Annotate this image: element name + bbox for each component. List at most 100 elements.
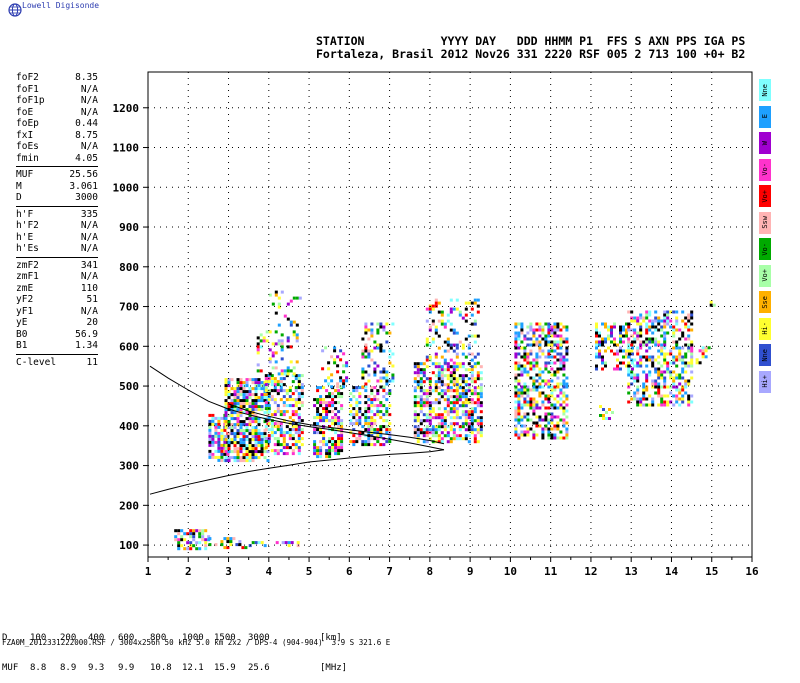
param-separator	[16, 353, 98, 355]
echo-dot	[434, 398, 438, 402]
echo-dot	[701, 349, 705, 353]
echo-dot	[622, 355, 625, 359]
echo-dot	[345, 361, 349, 365]
echo-dot	[434, 401, 438, 405]
echo-dot	[391, 373, 395, 377]
echo-dot	[529, 343, 533, 347]
echo-dot	[220, 455, 224, 459]
echo-dot	[535, 379, 539, 383]
echo-dot	[204, 544, 208, 548]
echo-dot	[520, 346, 524, 350]
echo-dot	[449, 310, 453, 314]
echo-dot	[440, 425, 444, 429]
echo-dot	[663, 310, 667, 314]
echo-dot	[422, 371, 426, 375]
echo-dot	[279, 386, 283, 390]
echo-dot	[660, 325, 664, 329]
echo-dot	[267, 374, 271, 378]
echo-dot	[279, 410, 283, 414]
echo-dot	[452, 401, 456, 405]
echo-dot	[476, 374, 480, 378]
echo-dot	[322, 440, 326, 444]
echo-dot	[361, 367, 365, 371]
echo-dot	[562, 382, 566, 386]
echo-dot	[434, 325, 438, 329]
echo-dot	[224, 435, 228, 439]
echo-dot	[437, 428, 441, 432]
echo-dot	[538, 343, 542, 347]
echo-dot	[464, 368, 468, 372]
echo-dot	[281, 541, 285, 545]
echo-dot	[367, 440, 371, 444]
echo-dot	[236, 402, 240, 406]
echo-dot	[443, 361, 447, 365]
echo-dot	[242, 399, 246, 403]
echo-dot	[233, 402, 237, 406]
echo-dot	[663, 331, 667, 335]
echo-dot	[639, 355, 643, 359]
echo-dot	[419, 428, 423, 432]
echo-dot	[514, 418, 518, 422]
echo-dot	[698, 361, 702, 365]
echo-dot	[379, 349, 383, 353]
echo-dot	[684, 322, 688, 326]
echo-dot	[514, 433, 518, 437]
echo-dot	[470, 334, 474, 338]
echo-dot	[663, 343, 667, 347]
echo-dot	[248, 414, 252, 418]
echo-dot	[529, 397, 533, 401]
echo-dot	[328, 446, 332, 450]
echo-dot	[385, 407, 389, 411]
muf-cell: 8.8	[30, 663, 47, 673]
echo-dot	[422, 428, 426, 432]
echo-dot	[520, 430, 524, 434]
legend-label: Vo-	[760, 242, 769, 256]
echo-dot	[211, 452, 215, 456]
echo-dot	[268, 330, 272, 334]
echo-dot	[461, 425, 465, 429]
echo-dot	[254, 441, 258, 445]
echo-dot	[535, 364, 539, 368]
echo-dot	[452, 307, 456, 311]
echo-dot	[325, 413, 329, 417]
echo-dot	[263, 393, 267, 397]
param-value: 1.34	[75, 340, 98, 351]
echo-dot	[553, 325, 557, 329]
echo-dot	[245, 381, 249, 385]
echo-dot	[208, 425, 212, 429]
echo-dot	[376, 407, 380, 411]
echo-dot	[446, 337, 450, 341]
echo-dot	[595, 355, 598, 359]
echo-dot	[529, 388, 533, 392]
echo-dot	[639, 400, 643, 404]
echo-dot	[245, 438, 249, 442]
echo-dot	[467, 428, 471, 432]
echo-dot	[217, 443, 221, 447]
echo-dot	[183, 532, 187, 536]
echo-dot	[330, 373, 334, 377]
echo-dot	[470, 425, 474, 429]
echo-dot	[440, 371, 444, 375]
echo-dot	[416, 440, 420, 444]
echo-dot	[535, 352, 539, 356]
echo-dot	[449, 374, 453, 378]
echo-dot	[251, 432, 255, 436]
echo-dot	[675, 322, 679, 326]
echo-dot	[370, 386, 374, 390]
echo-dot	[277, 323, 281, 327]
echo-dot	[553, 334, 557, 338]
echo-dot	[422, 413, 426, 417]
legend-item: Vo+	[759, 185, 771, 207]
echo-dot	[517, 391, 521, 395]
echo-dot	[254, 393, 258, 397]
echo-dot	[264, 425, 268, 429]
echo-dot	[666, 361, 670, 365]
echo-dot	[328, 395, 332, 399]
echo-dot	[285, 392, 289, 396]
echo-dot	[619, 331, 622, 335]
echo-dot	[547, 328, 551, 332]
echo-dot	[517, 403, 521, 407]
echo-dot	[319, 416, 323, 420]
echo-dot	[645, 328, 649, 332]
echo-dot	[464, 319, 468, 323]
